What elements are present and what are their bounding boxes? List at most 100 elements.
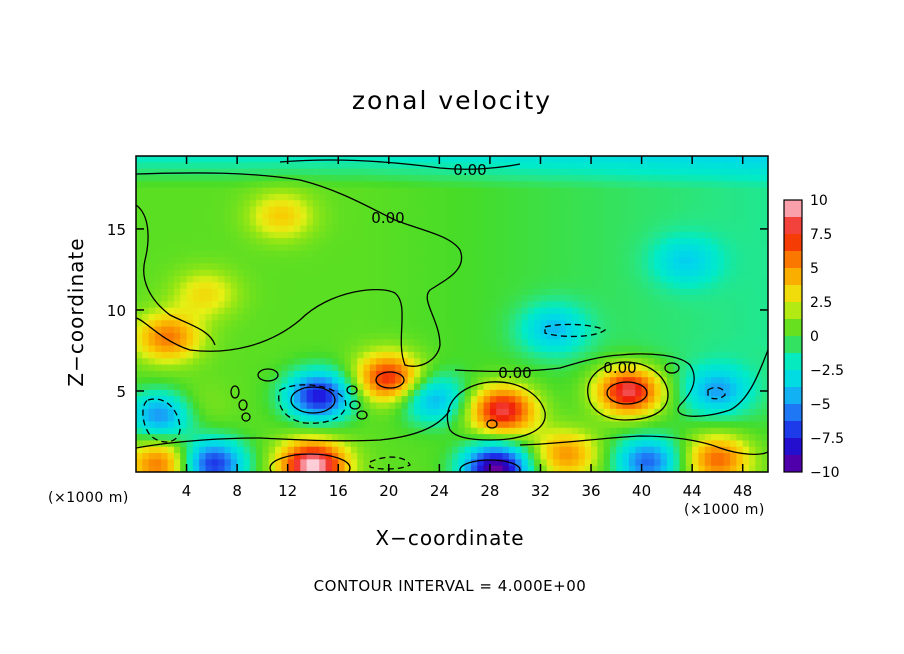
heat-cell — [749, 193, 756, 201]
heat-cell — [489, 250, 497, 258]
heat-cell — [483, 219, 491, 227]
heat-cell — [496, 238, 504, 246]
heat-cell — [477, 358, 485, 366]
heat-cell — [363, 320, 371, 328]
heat-cell — [439, 295, 447, 302]
heat-cell — [136, 301, 143, 309]
heat-cell — [136, 206, 143, 214]
heat-cell — [148, 332, 156, 340]
heat-cell — [464, 193, 472, 201]
heat-cell — [376, 231, 384, 239]
heat-cell — [730, 257, 737, 265]
heat-cell — [704, 200, 712, 208]
heat-cell — [224, 307, 232, 315]
heat-cell — [433, 295, 440, 302]
heat-cell — [717, 238, 725, 246]
heat-cell — [218, 434, 226, 441]
heat-cell — [433, 358, 440, 366]
heat-cell — [287, 244, 295, 252]
heat-cell — [534, 415, 542, 423]
heat-cell — [388, 383, 396, 391]
heat-cell — [237, 453, 245, 460]
heat-cell — [489, 238, 497, 246]
heat-cell — [388, 193, 396, 201]
heat-cell — [300, 370, 308, 378]
heat-cell — [350, 187, 358, 195]
heat-cell — [426, 231, 434, 239]
heat-cell — [433, 244, 440, 252]
heat-cell — [300, 219, 308, 227]
heat-cell — [136, 415, 143, 423]
heat-cell — [660, 345, 668, 353]
heat-cell — [275, 339, 282, 347]
heat-cell — [180, 206, 188, 214]
heat-cell — [660, 408, 668, 416]
heat-cell — [243, 156, 251, 163]
heat-cell — [224, 156, 232, 163]
heat-cell — [527, 168, 535, 176]
heat-cell — [717, 345, 725, 353]
heat-cell — [218, 307, 226, 315]
heat-cell — [603, 377, 611, 385]
heat-cell — [711, 440, 719, 448]
heat-cell — [559, 440, 567, 448]
heat-cell — [268, 193, 276, 201]
heat-cell — [154, 339, 162, 347]
heat-cell — [489, 427, 497, 435]
heat-cell — [489, 301, 497, 309]
heat-cell — [660, 301, 668, 309]
heat-cell — [407, 301, 415, 309]
heat-cell — [414, 415, 421, 423]
heat-cell — [723, 295, 731, 302]
heat-cell — [306, 377, 314, 385]
heat-cell — [641, 358, 649, 366]
heat-cell — [369, 332, 377, 340]
heat-cell — [692, 465, 700, 472]
heat-cell — [692, 446, 700, 454]
heat-cell — [325, 181, 333, 189]
heat-cell — [515, 415, 523, 423]
heat-cell — [723, 231, 731, 239]
heat-cell — [452, 459, 459, 467]
heat-cell — [445, 200, 453, 208]
heat-cell — [161, 396, 169, 404]
heat-cell — [344, 225, 352, 233]
heat-cell — [647, 301, 655, 309]
heat-cell — [515, 446, 523, 454]
heat-cell — [148, 453, 156, 460]
heat-cell — [673, 415, 681, 423]
heat-cell — [742, 459, 750, 467]
heat-cell — [559, 377, 567, 385]
heat-cell — [591, 295, 598, 302]
heat-cell — [136, 408, 143, 416]
heat-cell — [199, 193, 207, 201]
heat-cell — [635, 187, 643, 195]
heat-cell — [388, 358, 396, 366]
heat-cell — [338, 351, 346, 359]
heat-cell — [414, 276, 421, 283]
heat-cell — [357, 206, 365, 214]
heat-cell — [407, 326, 415, 334]
heat-cell — [363, 339, 371, 347]
heat-cell — [262, 307, 270, 315]
heat-cell — [527, 156, 535, 163]
heat-cell — [325, 453, 333, 460]
heat-cell — [553, 269, 561, 277]
heat-cell — [578, 459, 586, 467]
heat-cell — [508, 408, 516, 416]
heat-cell — [199, 295, 207, 302]
heat-cell — [730, 320, 737, 328]
heat-cell — [616, 377, 624, 385]
heat-cell — [445, 257, 453, 265]
heat-cell — [344, 156, 352, 163]
heat-cell — [572, 434, 579, 441]
heat-cell — [635, 168, 643, 176]
heat-cell — [154, 332, 162, 340]
heat-cell — [610, 288, 617, 296]
heat-cell — [458, 219, 466, 227]
heat-cell — [173, 168, 181, 176]
heat-cell — [382, 339, 390, 347]
heat-cell — [287, 364, 295, 372]
heat-cell — [237, 301, 245, 309]
heat-cell — [325, 434, 333, 441]
